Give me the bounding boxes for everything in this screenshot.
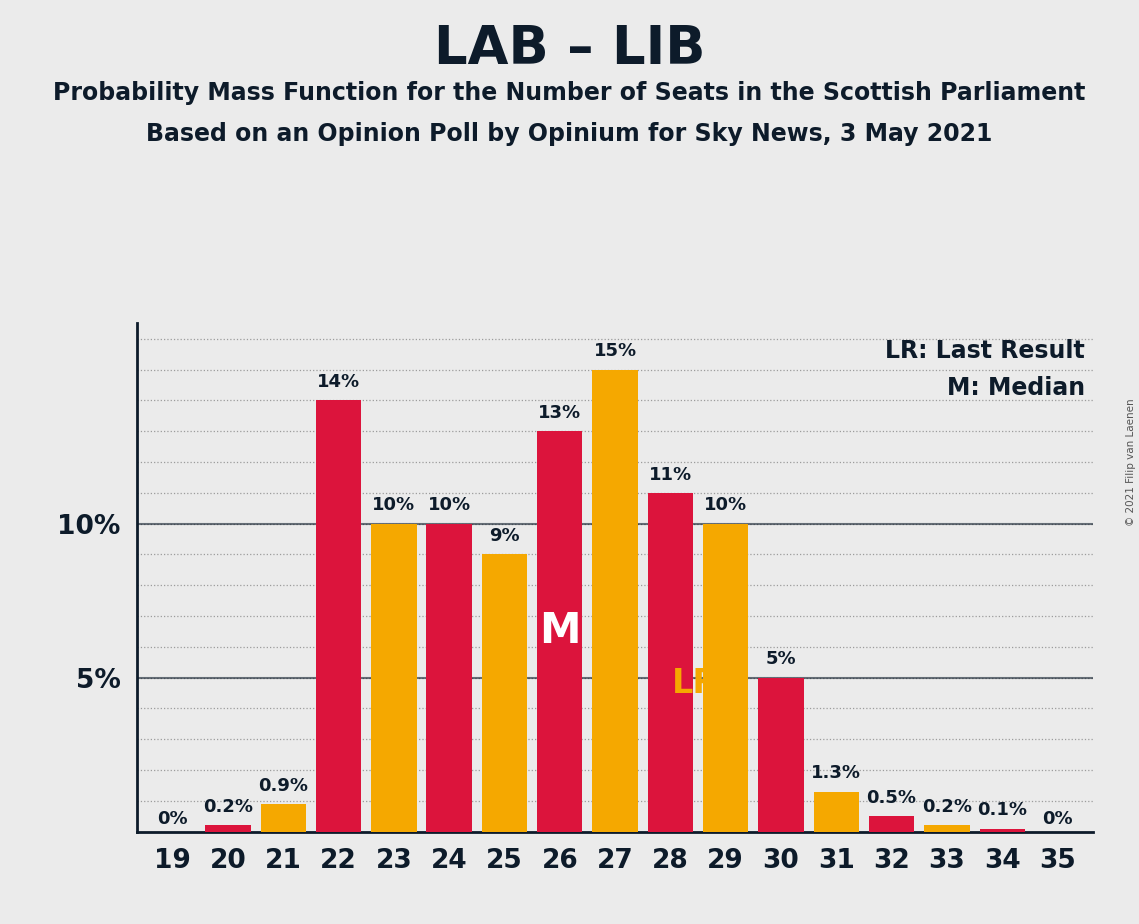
Text: Probability Mass Function for the Number of Seats in the Scottish Parliament: Probability Mass Function for the Number…	[54, 81, 1085, 105]
Text: 0.9%: 0.9%	[259, 777, 309, 795]
Bar	[703, 524, 748, 832]
Text: 0.2%: 0.2%	[203, 798, 253, 816]
Bar	[869, 816, 915, 832]
Text: © 2021 Filip van Laenen: © 2021 Filip van Laenen	[1126, 398, 1136, 526]
Bar	[371, 524, 417, 832]
Text: 11%: 11%	[649, 466, 691, 483]
Text: 5%: 5%	[765, 650, 796, 668]
Text: M: Median: M: Median	[947, 376, 1085, 400]
Bar	[759, 677, 804, 832]
Text: 14%: 14%	[317, 373, 360, 391]
Text: 0%: 0%	[1042, 810, 1073, 828]
Bar	[924, 825, 969, 832]
Bar	[482, 554, 527, 832]
Bar	[205, 825, 251, 832]
Text: 1.3%: 1.3%	[811, 764, 861, 783]
Text: 0.1%: 0.1%	[977, 801, 1027, 820]
Bar	[261, 804, 306, 832]
Bar	[426, 524, 472, 832]
Text: 0.5%: 0.5%	[867, 789, 917, 807]
Text: 0%: 0%	[157, 810, 188, 828]
Text: LAB – LIB: LAB – LIB	[434, 23, 705, 75]
Text: 15%: 15%	[593, 343, 637, 360]
Bar	[980, 829, 1025, 832]
Text: LR: LR	[672, 667, 719, 700]
Text: M: M	[539, 611, 581, 652]
Text: 10%: 10%	[704, 496, 747, 515]
Bar	[813, 792, 859, 832]
Text: 10%: 10%	[427, 496, 470, 515]
Text: 10%: 10%	[372, 496, 416, 515]
Text: 9%: 9%	[489, 528, 519, 545]
Text: LR: Last Result: LR: Last Result	[885, 339, 1085, 363]
Text: 0.2%: 0.2%	[921, 798, 972, 816]
Bar	[316, 400, 361, 832]
Text: 13%: 13%	[539, 404, 581, 422]
Text: Based on an Opinion Poll by Opinium for Sky News, 3 May 2021: Based on an Opinion Poll by Opinium for …	[146, 122, 993, 146]
Bar	[538, 432, 582, 832]
Bar	[648, 492, 693, 832]
Bar	[592, 370, 638, 832]
